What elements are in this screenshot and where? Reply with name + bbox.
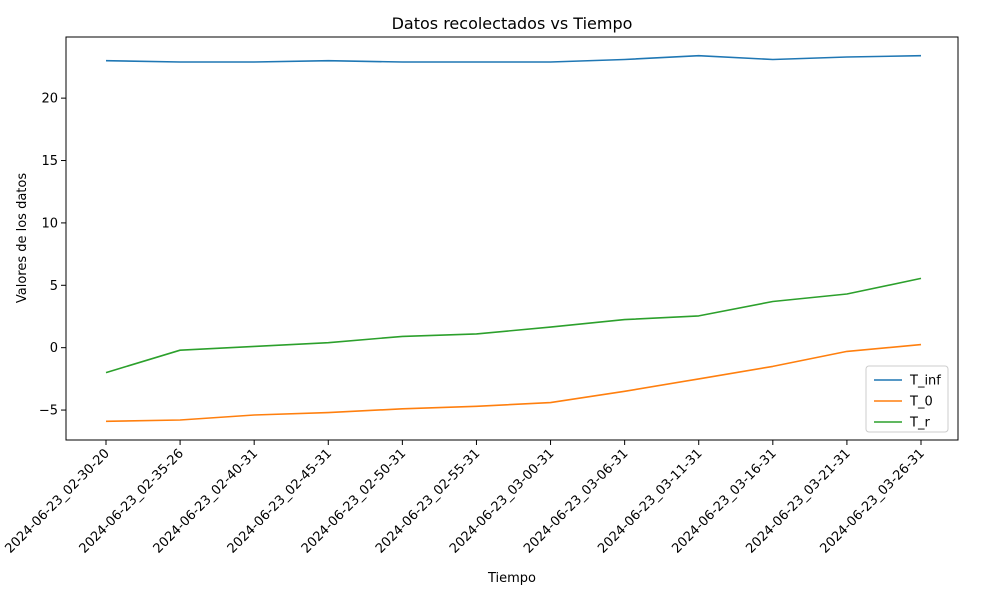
series-line-T_inf xyxy=(105,54,922,63)
y-tick-label: 0 xyxy=(50,341,58,356)
x-axis-title: Tiempo xyxy=(487,571,536,586)
y-tick-label: 5 xyxy=(50,279,58,294)
x-axis: 2024-06-23_02-30-202024-06-23_02-35-2620… xyxy=(2,440,928,557)
series-line-T_r xyxy=(105,277,922,374)
chart-title: Datos recolectados vs Tiempo xyxy=(392,14,633,33)
legend: T_inf T_0 T_r xyxy=(865,365,949,433)
series-line-T_0 xyxy=(105,343,922,423)
legend-label: T_r xyxy=(909,416,930,431)
y-tick-label: −5 xyxy=(39,404,58,419)
y-axis-title: Valores de los datos xyxy=(15,173,30,304)
legend-box xyxy=(865,365,949,433)
y-axis: −5 0 5 10 15 20 xyxy=(39,92,66,419)
legend-label: T_inf xyxy=(909,374,941,389)
y-tick-label: 10 xyxy=(41,216,58,231)
legend-label: T_0 xyxy=(909,395,933,410)
plot-area xyxy=(105,54,922,423)
y-tick-label: 15 xyxy=(41,154,58,169)
axes-frame xyxy=(65,36,959,441)
y-tick-label: 20 xyxy=(41,92,58,107)
